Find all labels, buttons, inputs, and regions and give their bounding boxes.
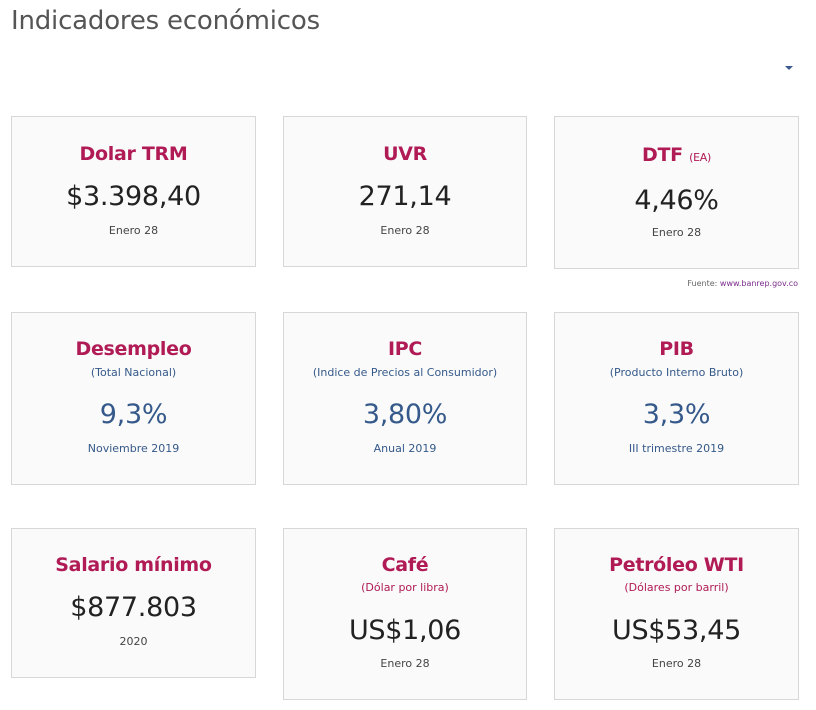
card-value: 3,80%	[362, 399, 448, 430]
card-petroleo-wti: Petróleo WTI (Dólares por barril) US$53,…	[554, 528, 799, 700]
card-salario-minimo: Salario mínimo $877.803 2020	[11, 528, 256, 678]
source-label: Fuente:	[687, 279, 718, 288]
card-title-text: DTF	[642, 144, 683, 166]
source-note: Fuente: www.banrep.gov.co	[687, 279, 798, 288]
card-date: Enero 28	[380, 224, 430, 237]
card-ipc: IPC (Indice de Precios al Consumidor) 3,…	[283, 312, 527, 485]
card-date: Noviembre 2019	[87, 442, 180, 455]
card-value: 4,46%	[634, 185, 719, 216]
card-value: US$53,45	[612, 615, 741, 646]
card-uvr: UVR 271,14 Enero 28	[283, 116, 527, 267]
card-subtitle: (Producto Interno Bruto)	[609, 366, 744, 379]
card-title: Dolar TRM	[79, 143, 188, 165]
source-link[interactable]: www.banrep.gov.co	[719, 279, 798, 288]
card-subtitle: (Dólar por libra)	[361, 581, 449, 594]
card-date: 2020	[119, 635, 148, 648]
page-title: Indicadores económicos	[11, 6, 320, 36]
card-title: IPC	[387, 338, 423, 360]
card-subtitle: (Indice de Precios al Consumidor)	[312, 366, 498, 379]
card-value: $3.398,40	[66, 181, 201, 212]
card-value: 3,3%	[642, 399, 711, 430]
card-date: Anual 2019	[373, 442, 437, 455]
card-date: Enero 28	[651, 657, 702, 670]
card-title: UVR	[383, 143, 427, 165]
card-value: 9,3%	[99, 399, 168, 430]
card-value: US$1,06	[348, 615, 462, 646]
card-title: Petróleo WTI	[609, 554, 744, 576]
card-cafe: Café (Dólar por libra) US$1,06 Enero 28	[283, 528, 527, 700]
card-desempleo: Desempleo (Total Nacional) 9,3% Noviembr…	[11, 312, 256, 485]
card-title: Desempleo	[75, 338, 192, 360]
card-value: $877.803	[70, 592, 197, 623]
card-pib: PIB (Producto Interno Bruto) 3,3% III tr…	[554, 312, 799, 485]
card-title: PIB	[659, 338, 694, 360]
card-date: Enero 28	[651, 226, 702, 239]
card-title-suffix: (EA)	[689, 151, 711, 164]
card-dolar-trm: Dolar TRM $3.398,40 Enero 28	[11, 116, 256, 267]
card-value: 271,14	[358, 181, 452, 212]
card-date: Enero 28	[380, 657, 430, 670]
card-title: Café	[381, 554, 429, 576]
card-title: DTF (EA)	[555, 144, 798, 166]
card-subtitle: (Total Nacional)	[90, 366, 177, 379]
card-dtf: DTF (EA) 4,46% Enero 28	[554, 116, 799, 269]
card-subtitle: (Dólares por barril)	[624, 581, 729, 594]
card-title: Salario mínimo	[55, 554, 212, 576]
card-date: Enero 28	[108, 224, 159, 237]
card-date: III trimestre 2019	[628, 442, 725, 455]
chevron-down-icon[interactable]	[785, 66, 793, 70]
